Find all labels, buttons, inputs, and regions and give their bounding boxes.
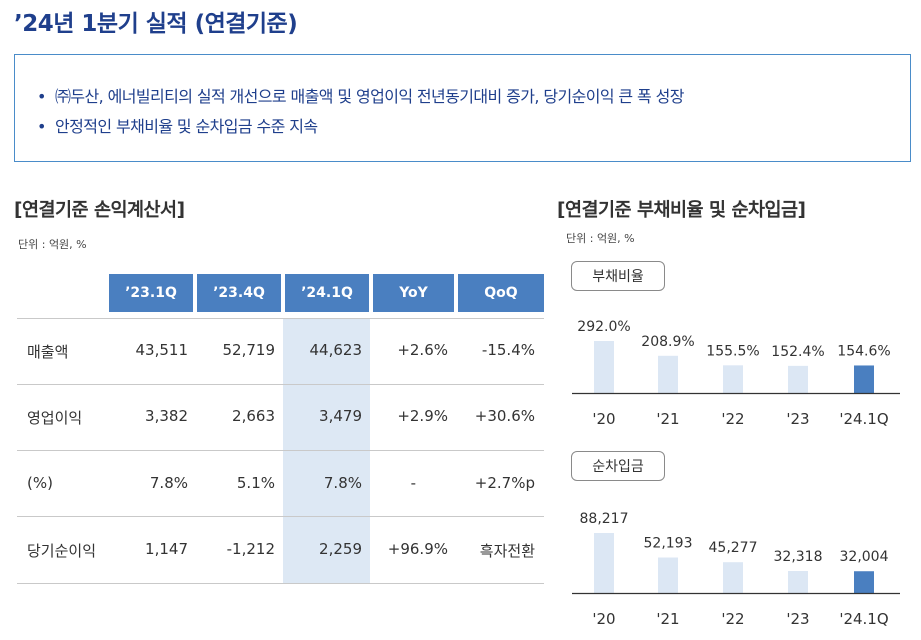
table-cell: 1,147 xyxy=(145,540,188,558)
bar xyxy=(594,533,614,593)
chart-title-debt-ratio: 부채비율 xyxy=(571,261,665,291)
bar xyxy=(658,355,678,393)
summary-bullet-1: • ㈜두산, 에너빌리티의 실적 개선으로 매출액 및 영업이익 전년동기대비 증… xyxy=(37,83,684,107)
table-cell: 2,663 xyxy=(232,407,275,425)
data-label: 32,318 xyxy=(774,549,823,565)
table-cell: +2.6% xyxy=(397,341,448,359)
bar xyxy=(854,571,874,593)
table-cell: 5.1% xyxy=(236,474,275,492)
data-label: 292.0% xyxy=(577,319,630,335)
table-cell: +2.7%p xyxy=(474,474,535,492)
row-label-net-income: 당기순이익 xyxy=(27,542,97,560)
col-header-23-1q: ’23.1Q xyxy=(109,274,193,312)
table-cell: -1,212 xyxy=(226,540,275,558)
x-tick-label: '22 xyxy=(721,410,744,428)
row-label-operating-profit: 영업이익 xyxy=(27,409,83,427)
data-label: 155.5% xyxy=(706,343,759,359)
row-label-revenue: 매출액 xyxy=(27,343,69,361)
data-label: 52,193 xyxy=(644,536,693,552)
col-header-yoy: YoY xyxy=(373,274,454,312)
debt-ratio-chart: 292.0% '20 208.9% '21 155.5% '22 152.4% '23 154.… xyxy=(572,319,900,428)
summary-text-2: 안정적인 부채비율 및 순차입금 수준 지속 xyxy=(55,117,318,136)
table-cell: 2,259 xyxy=(319,540,362,558)
bar xyxy=(788,365,808,393)
x-tick-label: '21 xyxy=(656,610,679,628)
table-cell: 43,511 xyxy=(135,341,189,359)
col-header-qoq: QoQ xyxy=(458,274,544,312)
income-unit-label: 단위 : 억원, % xyxy=(18,238,87,251)
table-divider xyxy=(17,384,544,385)
balance-unit-label: 단위 : 억원, % xyxy=(566,232,635,245)
col-header-24-1q: ’24.1Q xyxy=(285,274,369,312)
table-divider xyxy=(17,516,544,517)
table-cell: 52,719 xyxy=(222,341,276,359)
x-tick-label: '24.1Q xyxy=(839,410,888,428)
chart-title-net-debt: 순차입금 xyxy=(571,451,665,481)
table-cell: +96.9% xyxy=(387,540,448,558)
table-divider xyxy=(17,450,544,451)
table-cell: 3,382 xyxy=(145,407,188,425)
data-label: 45,277 xyxy=(709,540,758,556)
table-cell: 7.8% xyxy=(323,474,362,492)
bullet-dot: • xyxy=(37,87,46,106)
data-label: 32,004 xyxy=(840,549,889,565)
income-section-title: [연결기준 손익계산서] xyxy=(14,200,185,221)
table-cell: +30.6% xyxy=(474,407,535,425)
table-cell: +2.9% xyxy=(397,407,448,425)
table-cell: 흑자전환 xyxy=(479,542,535,560)
bar xyxy=(594,341,614,393)
table-cell: 7.8% xyxy=(149,474,188,492)
summary-bullet-2: • 안정적인 부채비율 및 순차입금 수준 지속 xyxy=(37,113,318,137)
table-cell: 3,479 xyxy=(319,407,362,425)
row-label-margin: (%) xyxy=(27,474,53,492)
bullet-dot: • xyxy=(37,117,46,136)
data-label: 208.9% xyxy=(641,334,694,350)
bar xyxy=(658,557,678,593)
col-header-23-4q: ’23.4Q xyxy=(197,274,281,312)
data-label: 154.6% xyxy=(837,343,890,359)
summary-text-1: ㈜두산, 에너빌리티의 실적 개선으로 매출액 및 영업이익 전년동기대비 증가… xyxy=(55,87,684,106)
table-cell: -15.4% xyxy=(481,341,535,359)
x-tick-label: '20 xyxy=(592,610,615,628)
balance-section-title: [연결기준 부채비율 및 순차입금] xyxy=(557,200,806,221)
x-tick-label: '22 xyxy=(721,610,744,628)
page-title: ’24년 1분기 실적 (연결기준) xyxy=(14,11,298,37)
data-label: 88,217 xyxy=(580,511,629,527)
x-tick-label: '24.1Q xyxy=(839,610,888,628)
x-tick-label: '23 xyxy=(786,610,809,628)
bar xyxy=(854,365,874,393)
table-divider xyxy=(17,583,544,584)
table-cell: - xyxy=(410,474,416,492)
table-cell: 44,623 xyxy=(309,341,363,359)
bar xyxy=(723,365,743,393)
table-divider xyxy=(17,318,544,319)
x-tick-label: '23 xyxy=(786,410,809,428)
x-tick-label: '20 xyxy=(592,410,615,428)
bar xyxy=(723,562,743,593)
x-tick-label: '21 xyxy=(656,410,679,428)
net-debt-chart: 88,217 '20 52,193 '21 45,277 '22 32,318 '23 32,0… xyxy=(572,511,900,628)
bar xyxy=(788,571,808,593)
summary-box: • ㈜두산, 에너빌리티의 실적 개선으로 매출액 및 영업이익 전년동기대비 증… xyxy=(14,54,911,162)
data-label: 152.4% xyxy=(771,344,824,360)
